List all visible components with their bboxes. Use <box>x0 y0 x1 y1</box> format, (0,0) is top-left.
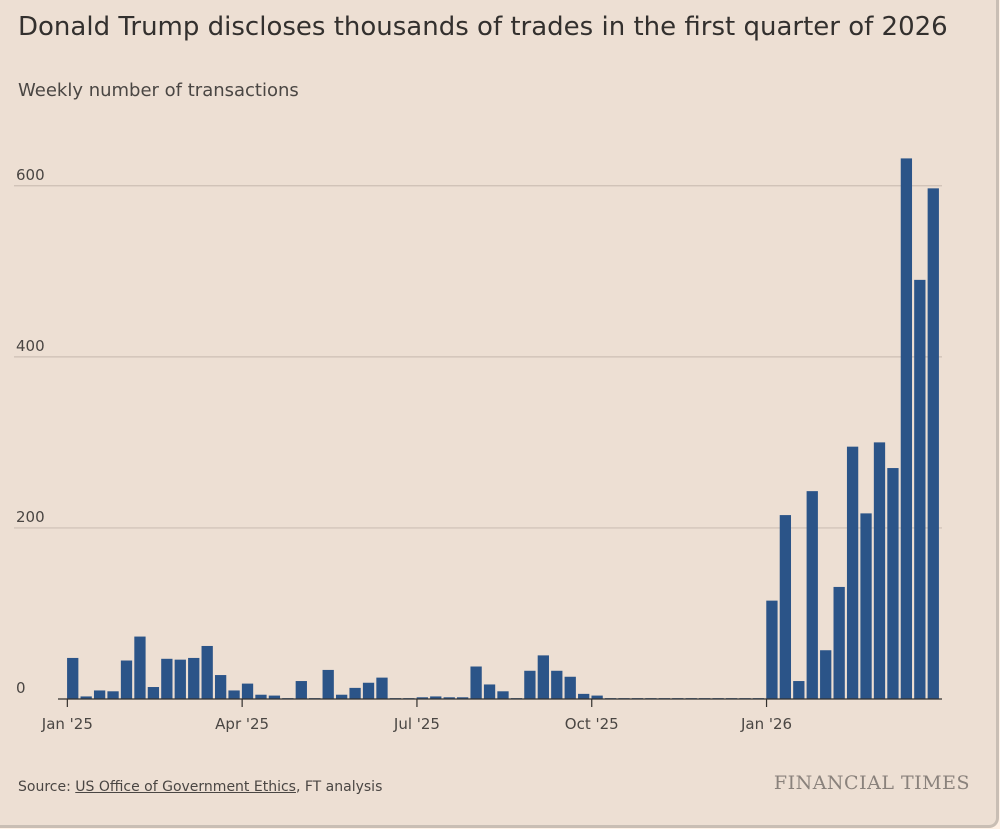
source-prefix: Source: <box>18 779 76 795</box>
bars <box>67 158 939 699</box>
bar <box>349 687 361 699</box>
source-link[interactable]: US Office of Government Ethics <box>75 779 296 795</box>
bar <box>376 677 388 699</box>
bar <box>93 690 106 699</box>
bar <box>107 691 119 699</box>
y-tick-label: 0 <box>16 679 26 697</box>
bar <box>927 188 939 699</box>
bar <box>537 655 549 699</box>
bar <box>322 669 334 699</box>
bar <box>362 682 375 699</box>
x-tick-label: Jan '25 <box>41 715 93 733</box>
bar <box>578 693 590 699</box>
x-tick-label: Apr '25 <box>215 715 269 733</box>
bar <box>483 684 496 699</box>
bar <box>914 279 926 699</box>
bar <box>134 636 146 699</box>
bar <box>174 659 186 699</box>
bar <box>457 697 469 699</box>
x-tick-label: Oct '25 <box>565 715 619 733</box>
y-tick-label: 200 <box>16 508 45 526</box>
bar <box>67 657 79 699</box>
y-tick-label: 400 <box>16 337 45 355</box>
bar <box>524 670 536 699</box>
x-tick-label: Jul '25 <box>393 715 440 733</box>
bar <box>120 660 133 699</box>
bar <box>161 658 173 699</box>
bar <box>336 694 348 699</box>
bar <box>241 683 254 699</box>
bar <box>564 676 576 699</box>
gridlines: 0 200 400 600 <box>14 166 942 697</box>
bar <box>470 666 482 699</box>
bar <box>887 468 899 699</box>
bar <box>80 696 92 699</box>
bar <box>806 491 818 699</box>
bar <box>295 681 307 699</box>
bar <box>833 586 845 699</box>
bar <box>268 695 281 699</box>
bar <box>147 687 160 699</box>
bar <box>860 513 872 699</box>
bar <box>873 442 886 699</box>
bar <box>201 645 213 699</box>
bar <box>551 670 563 699</box>
bar <box>820 650 832 699</box>
bar <box>846 446 859 699</box>
bar <box>443 697 455 699</box>
bar <box>779 515 792 699</box>
bar <box>188 657 200 699</box>
chart-title: Donald Trump discloses thousands of trad… <box>18 12 948 42</box>
bar <box>766 600 778 699</box>
bar <box>430 696 442 699</box>
bar <box>900 158 913 699</box>
financial-times-logo: FINANCIAL TIMES <box>773 772 970 794</box>
bar <box>591 695 603 699</box>
bar <box>255 694 267 699</box>
x-tick-label: Jan '26 <box>740 715 792 733</box>
bar <box>228 690 240 699</box>
y-tick-label: 600 <box>16 166 45 184</box>
bar <box>416 697 428 699</box>
bar <box>793 681 805 699</box>
source-suffix: , FT analysis <box>295 779 383 795</box>
x-axis: Jan '25 Apr '25 Jul '25 Oct '25 Jan '26 <box>41 698 942 733</box>
source-note: Source: US Office of Government Ethics, … <box>18 779 382 795</box>
bar <box>214 675 227 699</box>
bar <box>497 691 509 699</box>
chart-subtitle: Weekly number of transactions <box>18 80 299 101</box>
